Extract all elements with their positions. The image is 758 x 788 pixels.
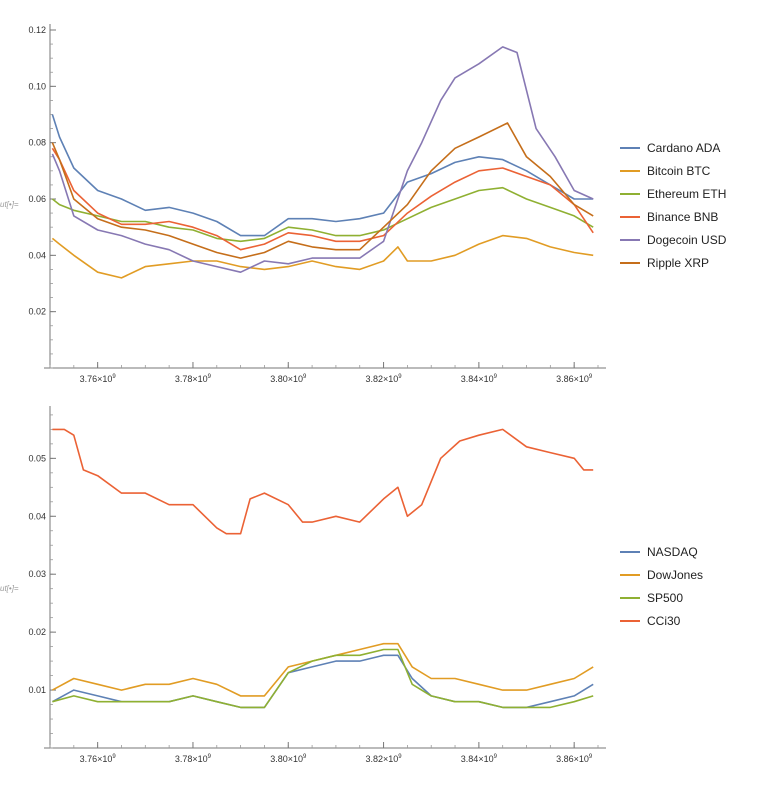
legend-label: Bitcoin BTC xyxy=(647,163,711,178)
crypto-chart-legend: Cardano ADA Bitcoin BTC Ethereum ETH Binanc… xyxy=(620,136,726,274)
legend-item: CCi30 xyxy=(620,609,703,632)
series-line-3 xyxy=(51,186,594,243)
legend-item: DowJones xyxy=(620,563,703,586)
legend-item: Binance BNB xyxy=(620,205,726,228)
x-tick-label: 3.84×109 xyxy=(461,754,498,764)
x-tick-label: 3.80×109 xyxy=(270,754,307,764)
crypto-chart-plot: 0.02 0.04 0.06 0.08 0.10 0.12 3.76×109 3.78×109… xyxy=(28,24,606,384)
y-tick-label: 0.04 xyxy=(28,511,46,521)
legend-swatch xyxy=(620,169,640,172)
x-tick-label: 3.76×109 xyxy=(80,374,117,384)
x-tick-label: 3.78×109 xyxy=(175,754,212,764)
y-tick-label: 0.02 xyxy=(28,627,46,637)
x-tick-label: 3.78×109 xyxy=(175,374,212,384)
x-tick-label: 3.86×109 xyxy=(556,374,593,384)
legend-item: Cardano ADA xyxy=(620,136,726,159)
legend-swatch xyxy=(620,619,640,622)
legend-label: Dogecoin USD xyxy=(647,232,727,247)
series-line-4 xyxy=(52,428,594,535)
y-tick-label: 0.02 xyxy=(28,307,46,317)
x-tick-label: 3.84×109 xyxy=(461,374,498,384)
index-chart-legend: NASDAQ DowJones SP500 CCi30 xyxy=(620,540,703,632)
x-tick-label: 3.82×109 xyxy=(365,754,402,764)
y-tick-label: 0.01 xyxy=(28,685,46,695)
y-tick-label: 0.08 xyxy=(28,138,46,148)
legend-swatch xyxy=(620,192,640,195)
legend-label: NASDAQ xyxy=(647,544,698,559)
legend-swatch xyxy=(620,238,640,241)
legend-label: CCi30 xyxy=(647,613,681,628)
series-line-2 xyxy=(52,642,594,697)
legend-swatch xyxy=(620,215,640,218)
series-line-3 xyxy=(52,648,594,709)
legend-item: Ripple XRP xyxy=(620,251,726,274)
series-line-4 xyxy=(51,147,594,251)
legend-swatch xyxy=(620,573,640,576)
output-cell-label: ut[•]= xyxy=(0,200,19,209)
series-line-2 xyxy=(51,234,594,279)
legend-label: Cardano ADA xyxy=(647,140,721,155)
series-line-6 xyxy=(51,122,594,259)
legend-swatch xyxy=(620,596,640,599)
legend-label: Binance BNB xyxy=(647,209,719,224)
series-line-1 xyxy=(52,654,594,709)
y-tick-label: 0.06 xyxy=(28,194,46,204)
series-line-5 xyxy=(51,46,594,274)
legend-label: Ripple XRP xyxy=(647,255,710,270)
index-volatility-chart: 0.01 0.02 0.03 0.04 0.05 3.76×109 3.78×109 3.80… xyxy=(0,394,758,788)
legend-item: Bitcoin BTC xyxy=(620,159,726,182)
legend-swatch xyxy=(620,550,640,553)
legend-label: DowJones xyxy=(647,567,704,582)
index-chart-plot: 0.01 0.02 0.03 0.04 0.05 3.76×109 3.78×109 3.80… xyxy=(28,406,606,764)
y-tick-label: 0.05 xyxy=(28,453,46,463)
legend-label: Ethereum ETH xyxy=(647,186,727,201)
series-line-1 xyxy=(51,114,594,237)
legend-item: NASDAQ xyxy=(620,540,703,563)
x-tick-label: 3.76×109 xyxy=(80,754,117,764)
y-tick-label: 0.04 xyxy=(28,250,46,260)
y-tick-label: 0.03 xyxy=(28,569,46,579)
x-tick-label: 3.80×109 xyxy=(270,374,307,384)
crypto-volatility-chart: 0.02 0.04 0.06 0.08 0.10 0.12 3.76×109 3.78×109… xyxy=(0,24,726,384)
legend-swatch xyxy=(620,261,640,264)
output-cell-label: ut[•]= xyxy=(0,584,19,593)
legend-item: SP500 xyxy=(620,586,703,609)
legend-item: Dogecoin USD xyxy=(620,228,726,251)
y-tick-label: 0.12 xyxy=(28,25,46,35)
legend-swatch xyxy=(620,146,640,149)
legend-label: SP500 xyxy=(647,590,684,605)
legend-item: Ethereum ETH xyxy=(620,182,726,205)
y-tick-label: 0.10 xyxy=(28,81,46,91)
x-tick-label: 3.86×109 xyxy=(556,754,593,764)
x-tick-label: 3.82×109 xyxy=(365,374,402,384)
